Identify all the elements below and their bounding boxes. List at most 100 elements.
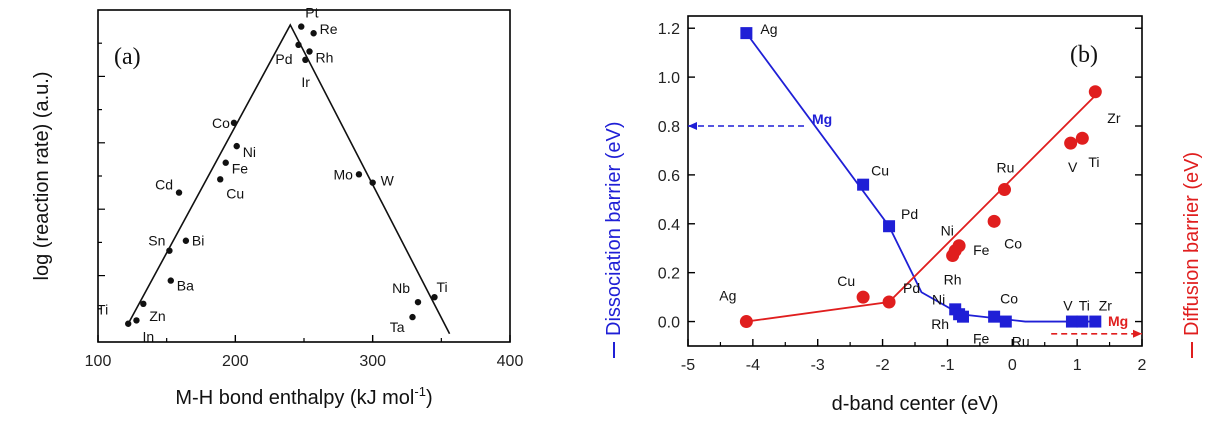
- panel-b-point-label-dissociation-barrier-ag: Ag: [760, 21, 777, 37]
- panel-b-point-dissociation-barrier-zr: [1089, 315, 1102, 328]
- panel-b-xtick-label--4: -4: [746, 357, 760, 374]
- panel-b-ytick-label: 1.0: [658, 70, 680, 87]
- panel-b-xtick-label--1: -1: [940, 357, 954, 374]
- panel-b-point-label-diffusion-barrier-ru: Ru: [997, 160, 1015, 176]
- panel-b-xtick-label-1: 1: [1073, 357, 1082, 374]
- panel-b-fit-line-diffusion-barrier: [746, 93, 1098, 323]
- panel-b-point-label-dissociation-barrier-ti: Ti: [1079, 298, 1090, 314]
- panel-b-point-diffusion-barrier-zr: [1088, 85, 1102, 99]
- panel-a-point-rh: [306, 48, 313, 55]
- panel-b-point-dissociation-barrier-ti: [1076, 315, 1089, 328]
- panel-b-point-dissociation-barrier-co: [988, 310, 1001, 323]
- panel-b-point-label-diffusion-barrier-cu: Cu: [837, 273, 855, 289]
- panel-b-point-label-diffusion-barrier-zr: Zr: [1107, 110, 1121, 126]
- panel-a-xlabel: M-H bond enthalpy (kJ mol-1): [175, 384, 432, 409]
- panel-b-point-label-diffusion-barrier-v: V: [1068, 159, 1078, 175]
- panel-a-point-zn: [140, 300, 147, 308]
- panel-b-ytick-label: 1.2: [658, 21, 680, 38]
- panel-a-point-ta: [409, 313, 416, 321]
- panel-b-point-diffusion-barrier-pd: [882, 295, 896, 309]
- panel-a-point-label-pd: Pd: [275, 51, 292, 67]
- panel-a-point-label-re: Re: [320, 21, 338, 37]
- panel-b-series-dissociation-barrier: Mg Ag Cu Pd Ni Rh Fe Co Ru V Ti Zr: [688, 21, 1113, 350]
- panel-a-point-in: [133, 317, 140, 324]
- panel-a-volcano-line: [127, 23, 451, 335]
- panel-b-ytick-label: 0.4: [658, 217, 680, 234]
- panel-b-ytick-label: 0.6: [658, 168, 680, 185]
- panel-b-point-diffusion-barrier-ru: [998, 183, 1012, 197]
- panel-b-ytick-label: 0.0: [658, 315, 680, 332]
- panel-a-xtick-label-200: 200: [222, 353, 249, 370]
- panel-b-point-diffusion-barrier-fe: [952, 239, 966, 253]
- panel-a-xtick-label-100: 100: [85, 353, 112, 370]
- panel-b-point-diffusion-barrier-v: [1064, 136, 1078, 150]
- panel-a-ticks: 100 200 300 400: [85, 42, 523, 370]
- panel-b-point-label-dissociation-barrier-ni: Ni: [932, 291, 945, 307]
- panel-b-xtick-label--2: -2: [875, 357, 889, 374]
- panel-a-point-label-bi: Bi: [192, 233, 204, 249]
- panel-a-point-label-cu: Cu: [226, 185, 244, 201]
- panel-a-point-ti: [125, 320, 132, 327]
- panel-b-ref-arrow-dissociation-barrier: [688, 122, 697, 130]
- panel-b-point-diffusion-barrier-cu: [856, 290, 870, 304]
- panel-a-xlabel-main: M-H bond enthalpy (kJ mol: [175, 387, 414, 409]
- panel-a-point-sn: [166, 247, 173, 254]
- panel-a-volcano-polyline: [127, 23, 451, 335]
- panel-a-point-ir: [302, 56, 309, 63]
- panel-a-point-label-ba: Ba: [177, 278, 194, 294]
- panel-a-point-label-mo: Mo: [333, 166, 353, 182]
- panel-b-xtick-label--5: -5: [681, 357, 695, 374]
- panel-a-point-label-ta: Ta: [390, 319, 405, 335]
- panel-b-point-label-dissociation-barrier-zr: Zr: [1099, 298, 1113, 314]
- panel-b-point-label-dissociation-barrier-v: V: [1063, 298, 1073, 314]
- panel-a-xlabel-sup: -1: [414, 384, 426, 399]
- panel-a-xlabel-end: ): [426, 387, 433, 409]
- panel-a-point-label-in: In: [142, 328, 154, 344]
- panel-a-point-label-fe: Fe: [232, 161, 249, 177]
- panel-b-ticks: -5 -4 -3 -2 -1 0 1 2 0.0 0.2 0.4 0.6 0.8 1.0 1.2: [658, 21, 1147, 374]
- panel-a-point-label-pt: Pt: [305, 5, 318, 21]
- panel-b-ylabel-left: Dissociation barrier (eV): [603, 121, 625, 358]
- panel-a-point-label-ir: Ir: [301, 74, 310, 90]
- panel-a-point-label-sn: Sn: [148, 233, 165, 249]
- panel-b-ylabel-right-text: Diffusion barrier (eV): [1181, 152, 1203, 336]
- panel-b-ytick-label: 0.2: [658, 266, 680, 283]
- panel-a-point-cu: [217, 176, 224, 183]
- panel-b-xlabel: d-band center (eV): [832, 393, 999, 415]
- panel-b-point-label-diffusion-barrier-ni: Ni: [941, 223, 954, 239]
- panel-a-point-fe: [222, 159, 229, 166]
- panel-a-point-mo: [355, 171, 363, 178]
- panel-b-point-label-diffusion-barrier-ti: Ti: [1088, 154, 1099, 170]
- panel-b-point-dissociation-barrier-ag: [740, 27, 753, 40]
- panel-b-point-dissociation-barrier-ru: [999, 315, 1012, 328]
- panel-a-label: (a): [114, 44, 141, 70]
- panel-b-point-label-dissociation-barrier-cu: Cu: [871, 163, 889, 179]
- panel-b-point-label-diffusion-barrier-fe: Fe: [973, 242, 990, 258]
- panel-a-ylabel: log (reaction rate) (a.u.): [31, 72, 53, 281]
- panel-a-point-co: [230, 119, 238, 127]
- panel-a: (a) log (reaction rate) (a.u.) M-H bond …: [31, 5, 523, 409]
- panel-b-point-label-dissociation-barrier-fe: Fe: [973, 331, 990, 347]
- panel-b-xtick-label-2: 2: [1138, 357, 1147, 374]
- panel-a-point-label-rh: Rh: [315, 50, 333, 66]
- panel-a-point-ba: [167, 277, 174, 284]
- panel-a-point-pd: [295, 41, 302, 49]
- panel-b-label: (b): [1070, 42, 1098, 68]
- panel-a-point-w: [369, 179, 376, 186]
- panel-a-point-cd: [175, 189, 183, 196]
- panel-b-point-label-diffusion-barrier-ag: Ag: [719, 288, 736, 304]
- panel-b-point-label-diffusion-barrier-pd: Pd: [903, 280, 920, 296]
- panel-b-point-label-diffusion-barrier-co: Co: [1004, 235, 1022, 251]
- panel-a-point-ni: [233, 142, 240, 150]
- panel-a-point-label-w: W: [381, 173, 395, 189]
- panel-b-fit-line-dissociation-barrier: [745, 32, 1097, 323]
- panel-b-point-label-dissociation-barrier-co: Co: [1000, 291, 1018, 307]
- panel-a-point-re: [310, 30, 317, 37]
- panel-b-xtick-label--3: -3: [811, 357, 825, 374]
- panel-a-point-label-ti: Ti: [436, 279, 447, 295]
- panel-a-point-label-ni: Ni: [243, 144, 256, 160]
- panel-b-point-dissociation-barrier-cu: [857, 178, 870, 191]
- panel-b-ytick-label: 0.8: [658, 119, 680, 136]
